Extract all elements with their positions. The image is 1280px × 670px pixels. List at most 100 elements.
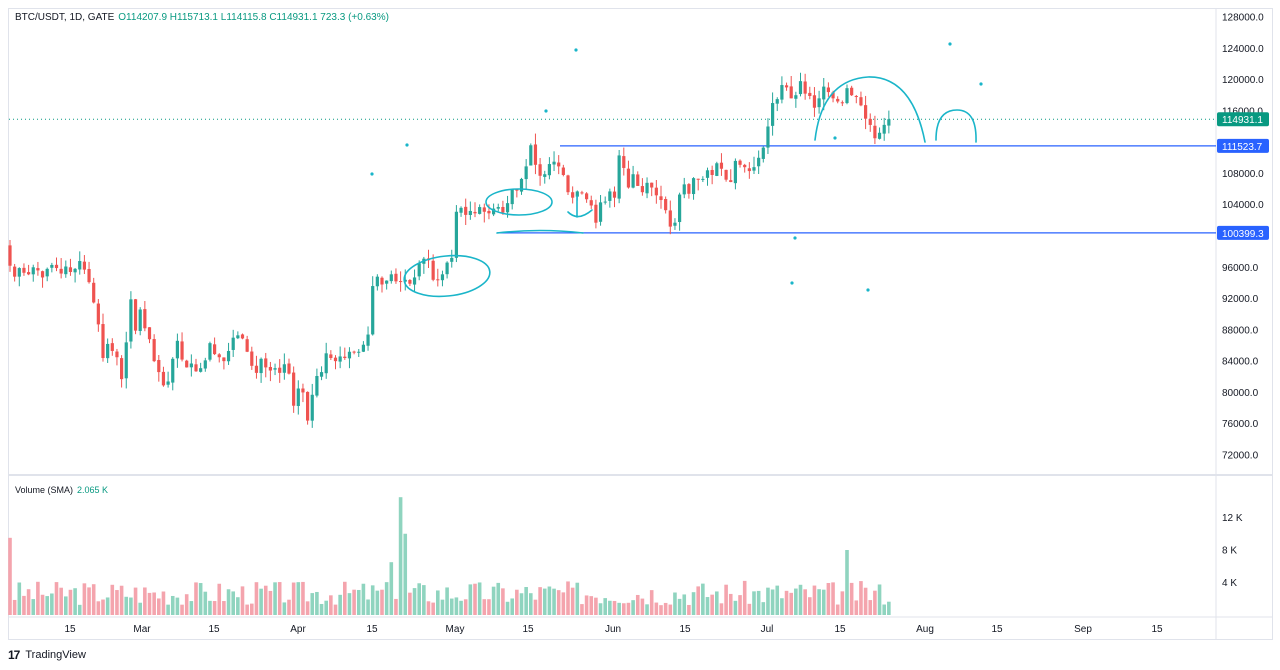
volume-bar bbox=[129, 597, 133, 615]
candle-body bbox=[301, 388, 305, 393]
last-price-tag: 114931.1 bbox=[1222, 115, 1263, 126]
candle-body bbox=[682, 184, 686, 195]
candle-body bbox=[366, 334, 370, 346]
candle-body bbox=[36, 268, 40, 271]
candle-body bbox=[771, 103, 775, 126]
candle-body bbox=[743, 164, 747, 168]
y-tick-label: 128000.0 bbox=[1222, 13, 1264, 24]
candle-body bbox=[729, 180, 733, 183]
candle-body bbox=[812, 95, 817, 108]
candle-body bbox=[306, 391, 310, 421]
level-price-tag: 111523.7 bbox=[1222, 142, 1263, 153]
volume-bar bbox=[491, 586, 496, 615]
candle-body bbox=[664, 199, 668, 211]
candle-body bbox=[161, 371, 166, 386]
volume-bar bbox=[236, 597, 240, 615]
volume-bar bbox=[501, 588, 505, 615]
dot-annotation bbox=[405, 143, 409, 147]
volume-bar bbox=[40, 594, 45, 615]
volume-bar bbox=[208, 600, 212, 615]
candle-body bbox=[203, 360, 207, 369]
volume-bar bbox=[87, 587, 91, 615]
volume-bar bbox=[403, 533, 408, 615]
volume-bar bbox=[315, 591, 319, 615]
volume-bar bbox=[436, 590, 440, 615]
volume-bar bbox=[561, 592, 566, 615]
candle-body bbox=[626, 168, 631, 188]
candle-body bbox=[22, 267, 26, 273]
candle-body bbox=[738, 160, 742, 165]
candle-body bbox=[222, 357, 226, 362]
candle-body bbox=[547, 164, 551, 176]
candle-body bbox=[538, 164, 542, 176]
candle-body bbox=[236, 335, 240, 339]
candle-body bbox=[868, 118, 872, 125]
volume-bar bbox=[873, 590, 877, 615]
volume-bar bbox=[677, 598, 682, 615]
candle-body bbox=[147, 327, 152, 340]
volume-bar bbox=[138, 602, 142, 615]
candle-body bbox=[715, 163, 719, 176]
volume-bar bbox=[161, 591, 166, 615]
candle-body bbox=[124, 342, 128, 379]
candle-body bbox=[515, 189, 519, 191]
volume-bar bbox=[859, 581, 863, 615]
volume-bar bbox=[22, 595, 26, 615]
arc-annotation bbox=[814, 76, 926, 143]
candle-body bbox=[417, 263, 421, 277]
volume-bar bbox=[840, 591, 845, 615]
candle-body bbox=[710, 169, 714, 175]
candle-body bbox=[640, 186, 644, 193]
chart-frame[interactable] bbox=[8, 8, 1273, 640]
volume-bar bbox=[412, 588, 417, 615]
dot-annotation bbox=[544, 109, 548, 113]
volume-bar bbox=[612, 600, 617, 615]
dot-annotation bbox=[866, 288, 870, 292]
volume-bar bbox=[398, 497, 403, 615]
candle-body bbox=[101, 324, 105, 359]
volume-bar bbox=[473, 583, 477, 615]
candle-body bbox=[668, 210, 672, 227]
y-tick-label: 104000.0 bbox=[1222, 200, 1264, 211]
volume-bar bbox=[50, 593, 54, 615]
volume-bar bbox=[189, 601, 194, 615]
volume-bar bbox=[105, 597, 110, 615]
volume-bar bbox=[119, 585, 124, 615]
candle-body bbox=[822, 86, 826, 100]
volume-bar bbox=[175, 597, 180, 615]
volume-y-tick-label: 4 K bbox=[1222, 578, 1237, 589]
dot-annotation bbox=[979, 82, 983, 86]
volume-bar bbox=[198, 583, 203, 615]
candle-body bbox=[877, 132, 882, 139]
candle-body bbox=[840, 102, 844, 104]
candle-body bbox=[850, 87, 854, 96]
volume-bar bbox=[752, 591, 756, 615]
volume-bar bbox=[794, 588, 798, 615]
volume-bar bbox=[417, 583, 421, 615]
volume-bar bbox=[542, 588, 547, 615]
candle-body bbox=[394, 273, 398, 282]
candle-body bbox=[608, 191, 612, 201]
volume-bar bbox=[719, 603, 724, 615]
volume-bar bbox=[682, 594, 687, 615]
volume-bar bbox=[59, 587, 63, 615]
volume-bar bbox=[459, 600, 463, 615]
candle-body bbox=[120, 358, 124, 380]
volume-bar bbox=[147, 592, 152, 615]
candle-body bbox=[752, 167, 756, 171]
candle-body bbox=[319, 372, 324, 377]
y-tick-label: 124000.0 bbox=[1222, 44, 1264, 55]
candle-body bbox=[194, 364, 198, 372]
y-tick-label: 92000.0 bbox=[1222, 294, 1259, 305]
volume-bar bbox=[770, 589, 775, 615]
candle-body bbox=[73, 268, 77, 273]
volume-bar bbox=[250, 603, 254, 615]
candle-body bbox=[482, 207, 486, 212]
volume-bar bbox=[319, 603, 324, 615]
level-price-tag-bg bbox=[1217, 225, 1269, 240]
volume-bar bbox=[366, 599, 370, 615]
candle-body bbox=[115, 351, 119, 358]
volume-bar bbox=[468, 584, 473, 615]
candle-body bbox=[719, 162, 724, 169]
